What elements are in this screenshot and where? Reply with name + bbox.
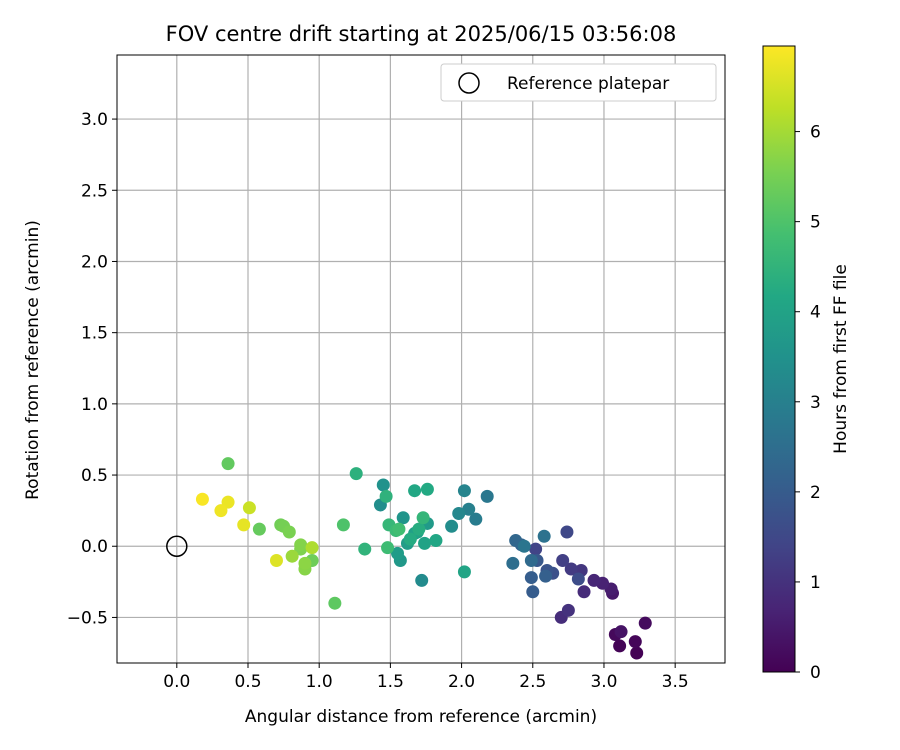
data-point xyxy=(328,596,342,610)
data-points xyxy=(195,457,652,660)
data-point xyxy=(195,492,209,506)
data-point xyxy=(462,502,476,516)
data-point xyxy=(577,585,591,599)
y-tick-label: −0.5 xyxy=(67,608,108,628)
data-point xyxy=(294,538,308,552)
data-point xyxy=(392,522,406,536)
data-point xyxy=(452,506,466,520)
x-tick-label: 2.5 xyxy=(519,672,546,692)
reference-platepar-marker xyxy=(166,535,188,557)
data-point xyxy=(415,573,429,587)
y-tick-label: 0.5 xyxy=(81,466,108,486)
data-point xyxy=(376,478,390,492)
data-point xyxy=(556,553,570,567)
data-point xyxy=(614,625,628,639)
y-tick-label: 2.5 xyxy=(81,181,108,201)
data-point xyxy=(524,571,538,585)
data-point xyxy=(221,457,235,471)
data-point xyxy=(457,484,471,498)
data-point xyxy=(379,489,393,503)
data-point xyxy=(358,542,372,556)
x-tick-label: 0.5 xyxy=(234,672,261,692)
data-point xyxy=(571,572,585,586)
colorbar-tick-label: 2 xyxy=(810,483,821,503)
colorbar xyxy=(762,45,796,673)
data-point xyxy=(396,511,410,525)
data-point xyxy=(638,616,652,630)
x-tick-label: 3.0 xyxy=(590,672,617,692)
y-axis-label: Rotation from reference (arcmin) xyxy=(23,220,43,500)
data-point xyxy=(613,639,627,653)
legend-box xyxy=(440,63,717,102)
data-point xyxy=(526,585,540,599)
data-point xyxy=(418,536,432,550)
legend-reference-marker xyxy=(458,72,480,94)
plot-frame xyxy=(116,54,726,664)
legend: Reference platepar xyxy=(440,63,717,102)
data-point xyxy=(336,518,350,532)
colorbar-tick-label: 3 xyxy=(810,393,821,413)
y-tick-label: 1.5 xyxy=(81,324,108,344)
data-point xyxy=(412,522,426,536)
data-point xyxy=(420,482,434,496)
data-point xyxy=(282,525,296,539)
data-point xyxy=(561,603,575,617)
x-tick-label: 0.0 xyxy=(163,672,190,692)
data-point xyxy=(564,562,578,576)
x-tick-label: 1.0 xyxy=(306,672,333,692)
data-point xyxy=(285,549,299,563)
data-point xyxy=(237,518,251,532)
data-point xyxy=(537,529,551,543)
data-point xyxy=(628,635,642,649)
data-point xyxy=(408,484,422,498)
data-point xyxy=(221,495,235,509)
y-tick-label: 3.0 xyxy=(81,110,108,130)
data-point xyxy=(269,553,283,567)
data-point xyxy=(381,541,395,555)
colorbar-tick-label: 6 xyxy=(810,123,821,143)
data-point xyxy=(391,546,405,560)
data-point xyxy=(630,646,644,660)
x-axis-label: Angular distance from reference (arcmin) xyxy=(245,707,597,727)
data-point xyxy=(539,569,553,583)
colorbar-ticks: 0 1 2 3 4 5 6 xyxy=(795,123,821,683)
x-tick-label: 3.5 xyxy=(662,672,689,692)
data-point xyxy=(252,522,266,536)
colorbar-tick-label: 1 xyxy=(810,573,821,593)
data-point xyxy=(469,512,483,526)
chart-title: FOV centre drift starting at 2025/06/15 … xyxy=(166,22,677,46)
grid-lines xyxy=(117,55,725,663)
legend-label: Reference platepar xyxy=(507,74,669,94)
x-tick-label: 2.0 xyxy=(448,672,475,692)
data-point xyxy=(403,532,417,546)
data-point xyxy=(305,541,319,555)
data-point xyxy=(298,556,312,570)
data-point xyxy=(506,556,520,570)
colorbar-tick-label: 0 xyxy=(810,663,821,683)
data-point xyxy=(587,573,601,587)
data-point xyxy=(429,534,443,548)
data-point xyxy=(349,467,363,481)
data-point xyxy=(560,525,574,539)
colorbar-label: Hours from first FF file xyxy=(831,264,851,454)
colorbar-tick-label: 5 xyxy=(810,213,821,233)
colorbar-tick-label: 4 xyxy=(810,303,821,323)
data-point xyxy=(529,542,543,556)
y-tick-label: 2.0 xyxy=(81,252,108,272)
reference-marker-layer xyxy=(166,535,188,557)
data-point xyxy=(445,519,459,533)
data-point xyxy=(242,501,256,515)
y-tick-label: 1.0 xyxy=(81,395,108,415)
data-point xyxy=(214,504,228,518)
data-point xyxy=(480,489,494,503)
axis-ticks: 0.0 0.5 1.0 1.5 2.0 2.5 3.0 3.5 −0.5 0.0 0.5 1.0 1.5… xyxy=(67,110,689,692)
x-tick-label: 1.5 xyxy=(377,672,404,692)
data-point xyxy=(517,539,531,553)
data-point xyxy=(524,553,538,567)
data-point xyxy=(457,565,471,579)
y-tick-label: 0.0 xyxy=(81,537,108,557)
data-point xyxy=(416,511,430,525)
